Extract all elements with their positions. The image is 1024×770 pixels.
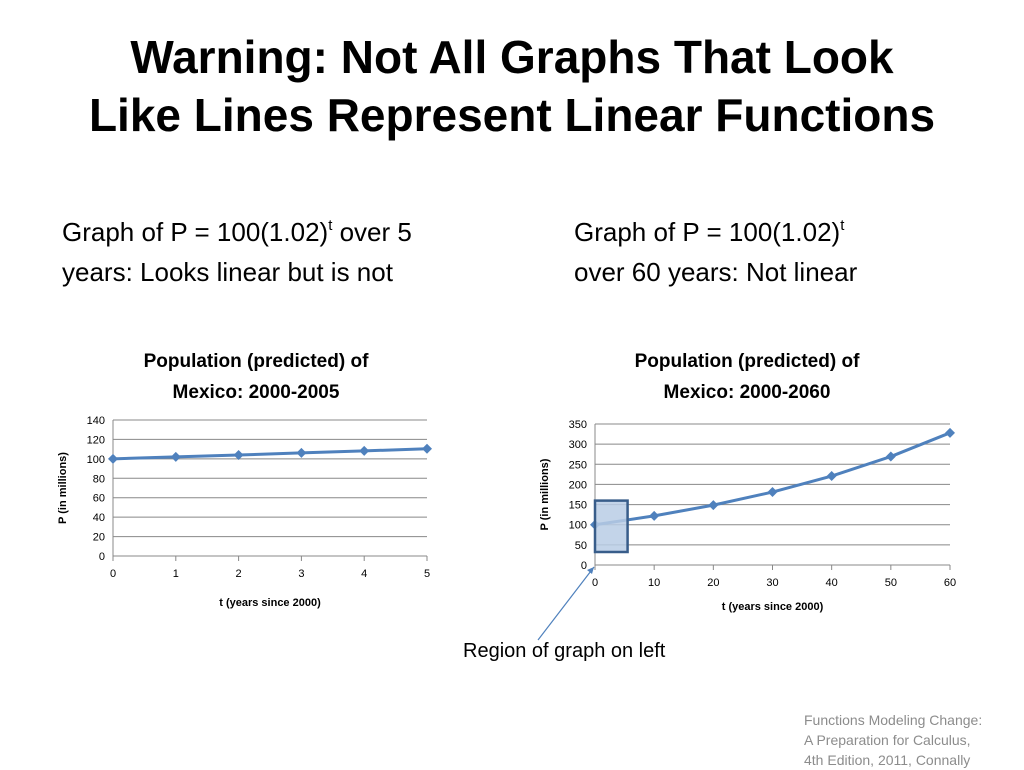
series-line <box>112 447 428 461</box>
x-tick-label: 30 <box>766 577 778 589</box>
x-tick-label: 2 <box>236 568 242 580</box>
y-tick-label: 40 <box>93 512 105 524</box>
y-tick-label: 100 <box>569 520 587 532</box>
y-tick-label: 60 <box>93 493 105 505</box>
y-tick-label: 100 <box>87 454 105 466</box>
chart-population-2000-2005: Population (predicted) of Mexico: 2000-20… <box>57 351 432 609</box>
x-axis-label: t (years since 2000) <box>219 597 321 609</box>
chart-population-2000-2060: Population (predicted) of Mexico: 2000-20… <box>539 351 956 613</box>
x-tick-label: 3 <box>298 568 304 580</box>
x-tick-label: 4 <box>361 568 367 580</box>
left-caption-exponent: t <box>328 217 333 234</box>
y-tick-label: 200 <box>569 479 587 491</box>
data-point <box>826 471 837 482</box>
right-caption-line-2: over 60 years: Not linear <box>574 257 858 287</box>
y-tick-label: 350 <box>569 419 587 431</box>
y-tick-label: 0 <box>99 551 105 563</box>
data-point <box>708 500 719 511</box>
data-point <box>422 443 432 454</box>
x-tick-label: 1 <box>173 568 179 580</box>
right-caption-formula: Graph of P = 100(1.02) <box>574 217 841 247</box>
slide-title-line-2: Like Lines Represent Linear Functions <box>88 89 936 141</box>
slide-title: Warning: Not All Graphs That Look Like L… <box>0 28 1024 144</box>
y-tick-label: 250 <box>569 459 587 471</box>
x-tick-label: 5 <box>424 568 430 580</box>
data-point <box>767 487 778 498</box>
y-tick-label: 300 <box>569 439 587 451</box>
x-tick-label: 50 <box>885 577 897 589</box>
x-axis-label: t (years since 2000) <box>722 601 824 613</box>
source-line-1: Functions Modeling Change: <box>804 712 983 728</box>
right-caption: Graph of P = 100(1.02)t over 60 years: N… <box>574 212 1014 292</box>
y-tick-label: 80 <box>93 473 105 485</box>
slide-title-line-1: Warning: Not All Graphs That Look <box>130 31 894 83</box>
region-annotation-label: Region of graph on left <box>463 640 666 662</box>
y-axis-label: P (in millions) <box>539 458 551 530</box>
source-line-3: 4th Edition, 2011, Connally <box>804 752 971 768</box>
data-point <box>296 447 307 458</box>
x-tick-label: 40 <box>826 577 838 589</box>
chart-title-line: Mexico: 2000-2005 <box>173 382 340 403</box>
chart-title-line: Population (predicted) of <box>144 351 369 372</box>
data-point <box>233 449 244 460</box>
x-tick-label: 10 <box>648 577 660 589</box>
data-point <box>170 451 181 462</box>
left-caption: Graph of P = 100(1.02)t over 5 years: Lo… <box>62 212 502 292</box>
data-point <box>649 510 660 521</box>
y-tick-label: 120 <box>87 434 105 446</box>
y-tick-label: 20 <box>93 532 105 544</box>
left-caption-line-1-end: over 5 <box>332 217 412 247</box>
source-citation: Functions Modeling Change: A Preparation… <box>804 710 1014 770</box>
left-caption-line-2: years: Looks linear but is not <box>62 257 393 287</box>
y-tick-label: 140 <box>87 415 105 427</box>
right-caption-exponent: t <box>840 217 845 234</box>
y-tick-label: 150 <box>569 500 587 512</box>
x-tick-label: 20 <box>707 577 719 589</box>
left-caption-formula: Graph of P = 100(1.02) <box>62 217 329 247</box>
y-tick-label: 50 <box>575 540 587 552</box>
x-tick-label: 0 <box>592 577 598 589</box>
y-axis-label: P (in millions) <box>57 452 69 524</box>
series-line <box>594 431 951 527</box>
data-point <box>885 451 896 462</box>
source-line-2: A Preparation for Calculus, <box>804 732 971 748</box>
x-tick-label: 60 <box>944 577 956 589</box>
chart-title-line: Population (predicted) of <box>635 351 860 372</box>
highlight-region-box <box>593 499 629 554</box>
data-point <box>359 445 370 456</box>
data-point <box>945 427 955 438</box>
y-tick-label: 0 <box>581 560 587 572</box>
data-point <box>108 453 118 464</box>
chart-title-line: Mexico: 2000-2060 <box>664 382 831 403</box>
x-tick-label: 0 <box>110 568 116 580</box>
